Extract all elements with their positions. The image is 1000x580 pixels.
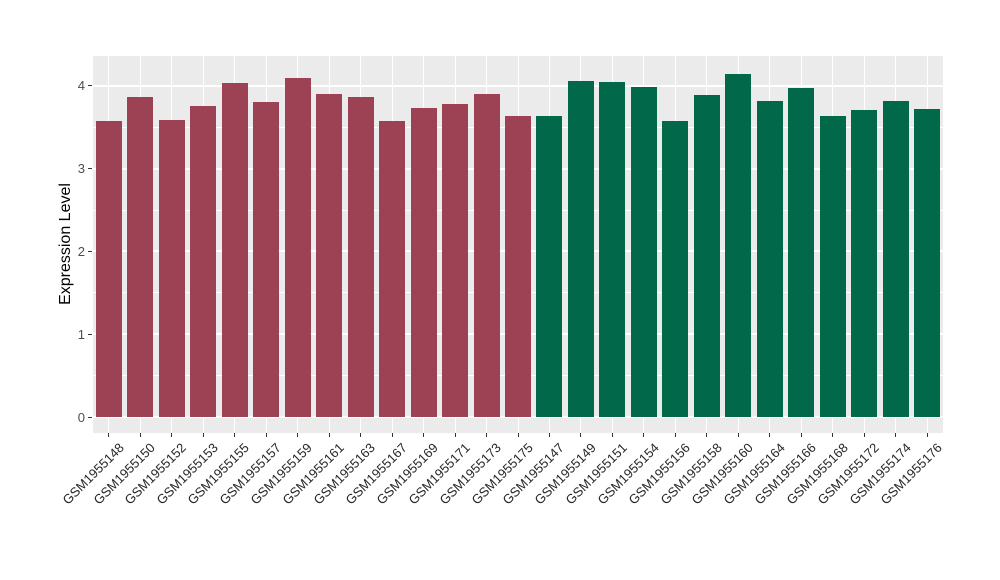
- x-axis-tick: [108, 433, 110, 437]
- bar: [379, 120, 406, 417]
- x-axis-tick: [832, 433, 834, 437]
- y-tick-label: 2: [77, 243, 85, 259]
- y-tick-label: 0: [77, 409, 85, 425]
- bar: [599, 82, 626, 417]
- y-axis-tick: [88, 85, 92, 87]
- bar: [190, 105, 217, 417]
- x-axis-tick: [800, 433, 802, 437]
- x-axis-tick: [328, 433, 330, 437]
- bar: [882, 100, 909, 417]
- x-axis-tick: [139, 433, 141, 437]
- bar: [536, 116, 563, 417]
- y-tick-label: 1: [77, 326, 85, 342]
- x-axis-tick: [265, 433, 267, 437]
- x-axis-tick: [737, 433, 739, 437]
- bar: [95, 121, 122, 417]
- bar: [127, 96, 154, 417]
- x-axis-tick: [360, 433, 362, 437]
- bar: [788, 88, 815, 417]
- bar: [158, 119, 185, 417]
- y-axis-tick: [88, 250, 92, 252]
- gridline-major-y: [93, 84, 943, 87]
- bar: [221, 83, 248, 417]
- x-axis-tick: [863, 433, 865, 437]
- bar: [914, 108, 941, 417]
- y-tick-label: 4: [77, 78, 85, 94]
- x-axis-tick: [454, 433, 456, 437]
- bar: [284, 78, 311, 417]
- y-axis-tick: [88, 333, 92, 335]
- x-axis-tick: [769, 433, 771, 437]
- y-axis-tick: [88, 416, 92, 418]
- x-axis-tick: [548, 433, 550, 437]
- x-axis-tick: [517, 433, 519, 437]
- bar: [442, 104, 469, 417]
- bar: [253, 102, 280, 417]
- x-axis-tick: [391, 433, 393, 437]
- bar: [851, 109, 878, 417]
- x-axis-tick: [234, 433, 236, 437]
- x-axis-tick: [674, 433, 676, 437]
- bar: [410, 108, 437, 417]
- bar: [725, 74, 752, 417]
- bar: [316, 94, 343, 417]
- x-axis-tick: [643, 433, 645, 437]
- x-axis-tick: [171, 433, 173, 437]
- y-tick-label: 3: [77, 161, 85, 177]
- x-axis-tick: [423, 433, 425, 437]
- bar: [662, 120, 689, 417]
- x-axis-tick: [486, 433, 488, 437]
- x-axis-tick: [611, 433, 613, 437]
- bar: [756, 100, 783, 417]
- x-axis-tick: [706, 433, 708, 437]
- bar: [630, 87, 657, 417]
- bar: [347, 97, 374, 417]
- x-axis-tick: [580, 433, 582, 437]
- x-axis-tick: [895, 433, 897, 437]
- x-axis-tick: [202, 433, 204, 437]
- y-axis-tick: [88, 168, 92, 170]
- plot-panel: [93, 56, 943, 433]
- bar: [473, 94, 500, 417]
- bar: [567, 80, 594, 417]
- gridline-major-y: [93, 416, 943, 418]
- bar: [819, 116, 846, 417]
- x-axis-tick: [297, 433, 299, 437]
- bar: [693, 94, 720, 417]
- bar: [505, 115, 531, 417]
- x-axis-tick: [926, 433, 928, 437]
